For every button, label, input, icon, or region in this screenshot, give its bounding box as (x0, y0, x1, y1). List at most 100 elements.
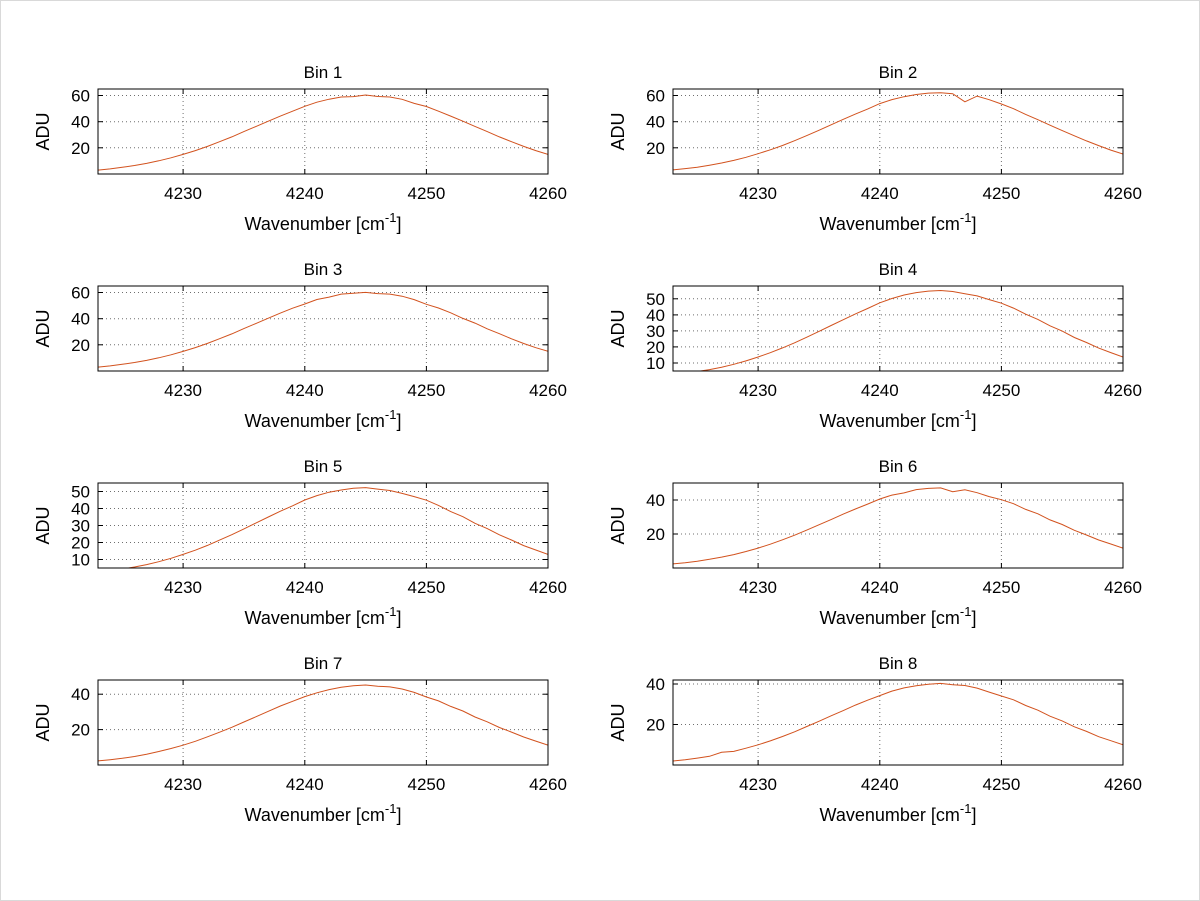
y-axis-label: ADU (608, 506, 628, 544)
subplot-title: Bin 3 (304, 260, 343, 279)
y-tick-label: 40 (71, 113, 90, 132)
y-tick-label: 60 (646, 87, 665, 106)
y-axis-label: ADU (33, 506, 53, 544)
y-axis-label: ADU (608, 703, 628, 741)
spectrum-line (697, 289, 1123, 371)
x-tick-label: 4260 (1104, 578, 1142, 597)
y-tick-label: 20 (71, 534, 90, 553)
axes-box (97, 679, 549, 766)
x-tick-label: 4260 (529, 775, 567, 794)
y-tick-label: 20 (71, 336, 90, 355)
x-axis-label: Wavenumber [cm-1] (820, 210, 977, 234)
x-axis-label: Wavenumber [cm-1] (245, 407, 402, 431)
y-tick-label: 40 (646, 306, 665, 325)
x-tick-label: 4230 (164, 775, 202, 794)
y-tick-label: 10 (71, 551, 90, 570)
spectrum-line (98, 684, 548, 762)
y-tick-label: 60 (71, 87, 90, 106)
x-tick-label: 4240 (286, 578, 324, 597)
x-tick-label: 4230 (739, 184, 777, 203)
subplot-bin-1: 4230 4240 4250 4260 20 40 60 Bin 1 ADU Wavenumber… (33, 63, 567, 234)
x-tick-label: 4250 (407, 578, 445, 597)
subplot-bin-8: 4230 4240 4250 4260 20 40 Bin 8 ADU Wavenumber [… (608, 654, 1142, 825)
axes-box (97, 88, 549, 175)
x-tick-label: 4260 (1104, 381, 1142, 400)
spectrum-line (98, 94, 548, 171)
x-tick-label: 4240 (861, 381, 899, 400)
subplot-title: Bin 2 (879, 63, 918, 82)
y-tick-label: 20 (71, 139, 90, 158)
axes-box (672, 285, 1124, 372)
x-tick-label: 4250 (407, 184, 445, 203)
y-tick-label: 40 (646, 675, 665, 694)
y-tick-label: 40 (71, 310, 90, 329)
x-axis-label: Wavenumber [cm-1] (820, 604, 977, 628)
y-tick-label: 20 (646, 338, 665, 357)
subplot-title: Bin 5 (304, 457, 343, 476)
y-tick-label: 30 (71, 517, 90, 536)
axes-box (672, 679, 1124, 766)
x-tick-label: 4260 (529, 184, 567, 203)
y-axis-label: ADU (608, 309, 628, 347)
x-tick-label: 4230 (739, 381, 777, 400)
x-axis-label: Wavenumber [cm-1] (820, 407, 977, 431)
x-tick-label: 4230 (739, 775, 777, 794)
x-tick-label: 4250 (982, 578, 1020, 597)
subplot-title: Bin 4 (879, 260, 918, 279)
axes-box (97, 285, 549, 372)
x-tick-label: 4240 (286, 184, 324, 203)
subplot-bin-7: 4230 4240 4250 4260 20 40 Bin 7 ADU Wavenumber [… (33, 654, 567, 825)
x-tick-label: 4260 (529, 578, 567, 597)
y-axis-label: ADU (33, 703, 53, 741)
y-tick-label: 50 (71, 483, 90, 502)
x-tick-label: 4240 (286, 381, 324, 400)
x-tick-label: 4230 (739, 578, 777, 597)
x-tick-label: 4260 (1104, 184, 1142, 203)
axes-box (672, 482, 1124, 569)
spectrum-line (673, 682, 1123, 762)
y-tick-label: 10 (646, 354, 665, 373)
y-tick-label: 40 (71, 500, 90, 519)
x-axis-label: Wavenumber [cm-1] (245, 604, 402, 628)
y-tick-label: 50 (646, 290, 665, 309)
x-axis-label: Wavenumber [cm-1] (820, 801, 977, 825)
x-tick-label: 4230 (164, 184, 202, 203)
x-tick-label: 4260 (1104, 775, 1142, 794)
y-tick-label: 40 (646, 491, 665, 510)
spectrum-line (673, 487, 1123, 565)
x-tick-label: 4240 (286, 775, 324, 794)
x-tick-label: 4260 (529, 381, 567, 400)
y-tick-label: 20 (646, 716, 665, 735)
x-tick-label: 4240 (861, 775, 899, 794)
x-tick-label: 4250 (407, 381, 445, 400)
subplot-bin-2: 4230 4240 4250 4260 20 40 60 Bin 2 ADU Wavenumber… (608, 63, 1142, 234)
x-tick-label: 4230 (164, 578, 202, 597)
y-tick-label: 40 (71, 685, 90, 704)
y-tick-label: 30 (646, 322, 665, 341)
subplot-title: Bin 8 (879, 654, 918, 673)
y-tick-label: 20 (71, 721, 90, 740)
subplot-title: Bin 6 (879, 457, 918, 476)
y-tick-label: 20 (646, 139, 665, 158)
y-tick-label: 20 (646, 525, 665, 544)
x-tick-label: 4250 (407, 775, 445, 794)
subplot-bin-6: 4230 4240 4250 4260 20 40 Bin 6 ADU Wavenumber [… (608, 457, 1142, 628)
y-tick-label: 60 (71, 284, 90, 303)
subplot-title: Bin 7 (304, 654, 343, 673)
y-tick-label: 40 (646, 113, 665, 132)
x-tick-label: 4250 (982, 381, 1020, 400)
x-tick-label: 4240 (861, 184, 899, 203)
spectrum-line (125, 487, 548, 568)
y-axis-label: ADU (33, 309, 53, 347)
x-tick-label: 4240 (861, 578, 899, 597)
x-tick-label: 4250 (982, 184, 1020, 203)
subplot-title: Bin 1 (304, 63, 343, 82)
x-axis-label: Wavenumber [cm-1] (245, 801, 402, 825)
spectrum-line (98, 291, 548, 368)
y-axis-label: ADU (608, 112, 628, 150)
axes-box (672, 88, 1124, 175)
subplot-bin-3: 4230 4240 4250 4260 20 40 60 Bin 3 ADU Wavenumber… (33, 260, 567, 431)
spectrum-line (673, 92, 1123, 171)
y-axis-label: ADU (33, 112, 53, 150)
